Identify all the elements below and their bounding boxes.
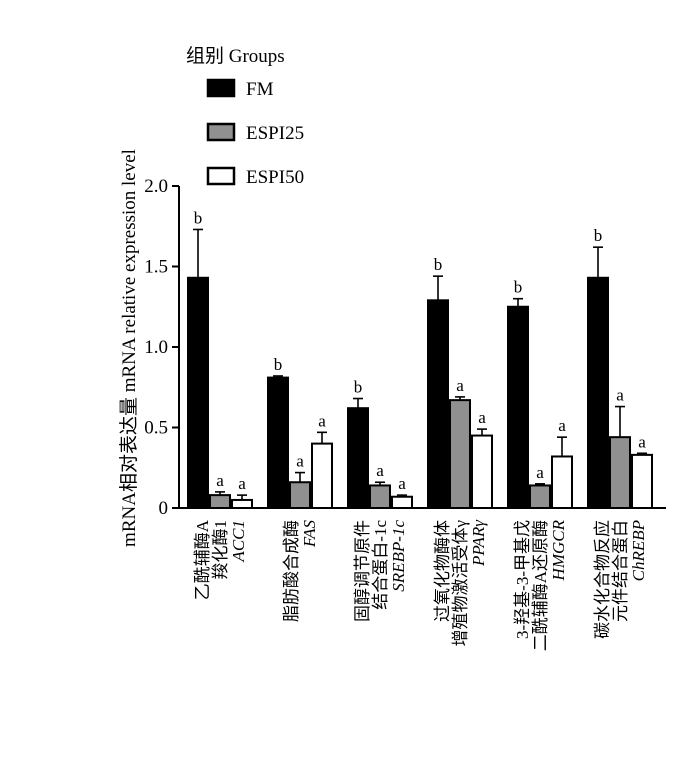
bar: [551, 455, 573, 510]
legend: 组别 Groups FM ESPI25 ESPI50: [186, 45, 304, 188]
bar: [471, 434, 493, 509]
significance-label: a: [318, 411, 326, 430]
bar: [609, 436, 631, 509]
bar: [231, 498, 253, 510]
category-abbr-label: SREBP-1c: [389, 520, 408, 592]
y-tick-label: 1.0: [144, 337, 168, 358]
y-axis-label: mRNA相对表达量 mRNA relative expression level: [118, 149, 140, 547]
legend-swatch: [206, 122, 236, 142]
bar: [631, 453, 653, 509]
category-label: 二酰辅酶A还原酶: [531, 520, 550, 651]
bar: [311, 442, 333, 510]
bar: [187, 276, 209, 509]
significance-label: a: [638, 432, 646, 451]
category-label: 羧化酶1: [211, 520, 230, 580]
significance-label: a: [376, 461, 384, 480]
bar: [347, 407, 369, 509]
y-tick-label: 0: [159, 498, 169, 519]
significance-label: a: [398, 474, 406, 493]
bar: [369, 484, 391, 509]
bar: [289, 481, 311, 509]
significance-label: b: [194, 208, 203, 227]
category-label: 碳水化合物反应: [593, 520, 612, 639]
category-label: 固醇调节原件: [353, 520, 372, 622]
significance-label: b: [434, 255, 443, 274]
significance-label: a: [558, 416, 566, 435]
legend-swatch: [206, 78, 236, 98]
category-label: 3-羟基-3-甲基戊: [513, 520, 532, 639]
significance-label: a: [216, 471, 224, 490]
legend-label: ESPI25: [246, 123, 304, 144]
significance-label: a: [296, 452, 304, 471]
legend-label: ESPI50: [246, 167, 304, 188]
significance-label: a: [238, 474, 246, 493]
significance-label: b: [514, 278, 523, 297]
legend-title: 组别 Groups: [186, 45, 285, 67]
category-abbr-label: ACC1: [229, 520, 248, 563]
category-label: 结合蛋白-1c: [371, 520, 390, 610]
category-label: 乙酰辅酶A: [193, 519, 212, 600]
significance-label: a: [616, 386, 624, 405]
legend-label: FM: [246, 79, 274, 100]
significance-label: b: [274, 355, 283, 374]
bar: [449, 399, 471, 510]
bar: [209, 494, 231, 509]
category-label: 脂肪酸合成酶: [282, 520, 301, 622]
significance-label: a: [456, 376, 464, 395]
category-abbr-label: FAS: [300, 520, 319, 549]
significance-label: a: [478, 408, 486, 427]
category-abbr-label: PPARγ: [469, 519, 488, 567]
category-abbr-label: ChREBP: [629, 520, 648, 581]
bar: [529, 484, 551, 509]
significance-label: a: [536, 463, 544, 482]
category-abbr-label: HMGCR: [549, 519, 568, 581]
bar: [587, 276, 609, 509]
bar: [507, 305, 529, 509]
bar: [267, 376, 289, 509]
significance-label: b: [354, 378, 363, 397]
y-tick-label: 0.5: [144, 418, 168, 439]
category-label: 增殖物激活受体γ: [451, 520, 470, 647]
category-label: 元件结合蛋白: [611, 520, 630, 622]
legend-swatch: [206, 166, 236, 186]
y-tick-label: 2.0: [144, 176, 168, 197]
bar: [391, 495, 413, 510]
significance-label: b: [594, 226, 603, 245]
category-label: 过氧化物酶体: [433, 520, 452, 622]
y-tick-label: 1.5: [144, 257, 168, 278]
bar: [427, 299, 449, 509]
